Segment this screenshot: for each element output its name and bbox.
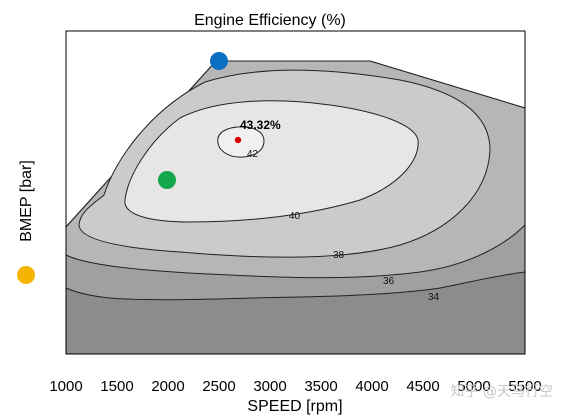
x-tick-label: 5000 bbox=[457, 378, 490, 395]
x-tick-label: 4000 bbox=[355, 378, 388, 395]
x-tick-label: 3500 bbox=[304, 378, 337, 395]
contour-label-40: 40 bbox=[289, 211, 301, 222]
contour-label-36: 36 bbox=[383, 276, 395, 287]
x-tick-label: 1000 bbox=[49, 378, 82, 395]
contour-label-38: 38 bbox=[333, 250, 345, 261]
x-tick-label: 3000 bbox=[253, 378, 286, 395]
contour-label-42: 42 bbox=[247, 149, 259, 160]
peak-value-label: 43.32% bbox=[240, 118, 281, 132]
x-tick-label: 2000 bbox=[151, 378, 184, 395]
contour-region-42 bbox=[124, 100, 419, 223]
chart-title: Engine Efficiency (%) bbox=[194, 12, 346, 29]
watermark-text: 知乎 @天马行空 bbox=[451, 383, 553, 400]
blue-marker bbox=[210, 52, 228, 70]
x-tick-label: 4500 bbox=[406, 378, 439, 395]
x-axis-label: SPEED [rpm] bbox=[247, 398, 342, 415]
x-axis-ticks: 1000 1500 2000 2500 3000 3500 4000 4500 5000 5500 bbox=[49, 378, 541, 395]
contour-region-peak bbox=[217, 126, 265, 158]
yellow-marker bbox=[17, 266, 35, 284]
peak-point bbox=[234, 136, 242, 144]
contour-regions bbox=[65, 60, 526, 355]
x-tick-label: 2500 bbox=[202, 378, 235, 395]
contour-label-34: 34 bbox=[428, 292, 440, 303]
x-tick-label: 1500 bbox=[100, 378, 133, 395]
y-axis-label: BMEP [bar] bbox=[18, 160, 35, 242]
x-tick-label: 5500 bbox=[508, 378, 541, 395]
green-marker bbox=[158, 171, 176, 189]
plot-frame bbox=[65, 30, 526, 355]
